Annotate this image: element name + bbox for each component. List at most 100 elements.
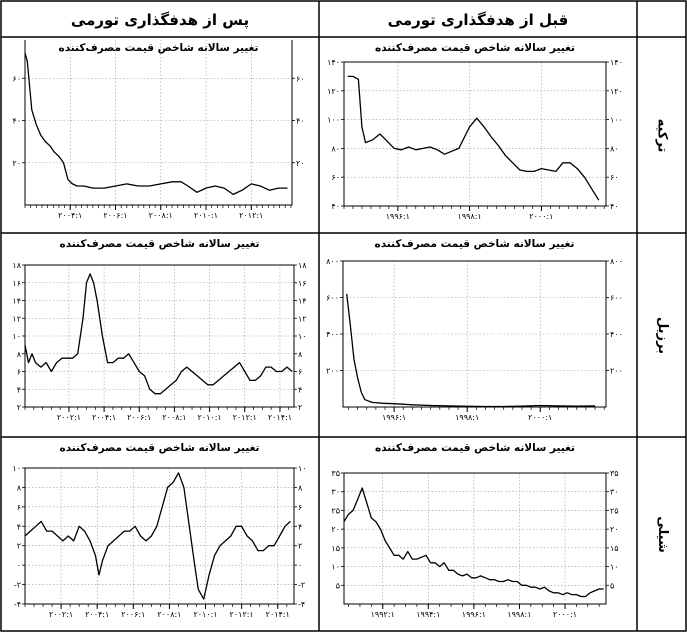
header-before-targeting: قبل از هدفگذاری تورمی <box>387 11 569 29</box>
y-tick-label-left: ۱۵ <box>331 544 340 553</box>
y-tick-label-right: ۸۰ <box>610 144 619 153</box>
y-tick-label-left: ۲۰ <box>331 525 340 534</box>
y-tick-label-left: ۳۵ <box>331 469 340 478</box>
y-tick-label-left: ۶۰ <box>331 173 340 182</box>
y-tick-label-left: ۳۰ <box>331 488 340 497</box>
row-label-turkey: ترکیه <box>639 38 685 233</box>
y-tick-label-right: ۲ <box>298 542 302 551</box>
y-tick-label-right: ۴۰ <box>296 117 305 126</box>
row-label-text: ترکیه <box>654 118 670 153</box>
x-tick-label: ۲۰۰۸:۱ <box>157 610 181 619</box>
y-tick-label-left: ۸۰۰ <box>326 257 339 266</box>
x-tick-label: ۲۰۰۲:۱ <box>57 413 81 422</box>
y-tick-label-right: ۱۰ <box>298 464 307 473</box>
y-tick-label-right: -۴ <box>298 600 305 609</box>
y-tick-label-left: ۱۲ <box>12 314 21 323</box>
y-tick-label-right: ۱۲ <box>298 314 307 323</box>
y-tick-label-right: ۲ <box>298 403 302 412</box>
y-tick-label-right: ۶۰۰ <box>610 294 623 303</box>
chart-chile-after: تغییر سالانه شاخص قیمت مصرف‌کننده -۴ -۴ -۲ -… <box>4 440 316 630</box>
y-tick-label-left: ۶ <box>17 368 21 377</box>
y-tick-label-left: ۲۰۰ <box>326 367 339 376</box>
x-tick-label: ۲۰۰۲:۱ <box>49 610 73 619</box>
series-line <box>346 293 596 408</box>
x-tick-label: ۱۹۹۲:۱ <box>371 610 395 619</box>
x-tick-label: ۲۰۱۰:۱ <box>193 610 217 619</box>
y-tick-label-left: ۲۰ <box>12 159 21 168</box>
y-tick-label-left: ۶ <box>17 503 21 512</box>
y-tick-label-left: ۶۰۰ <box>326 294 339 303</box>
y-tick-label-right: ۵ <box>610 581 614 590</box>
plot-frame <box>343 472 607 605</box>
y-tick-label-right: ۴۰ <box>610 202 619 211</box>
y-tick-label-left: -۲ <box>14 581 21 590</box>
y-tick-label-right: ۱۸ <box>298 261 307 270</box>
y-tick-label-left: ۱۸ <box>12 261 21 270</box>
chart-title: تغییر سالانه شاخص قیمت مصرف‌کننده <box>60 442 260 454</box>
x-tick-label: ۱۹۹۶:۱ <box>386 212 410 221</box>
y-tick-label-right: ۱۲۰ <box>610 87 623 96</box>
x-tick-label: ۲۰۱۰:۱ <box>194 211 218 220</box>
y-tick-label-right: ۱۰۰ <box>610 116 623 125</box>
y-tick-label-left: ۴ <box>17 522 21 531</box>
chart-svg: تغییر سالانه شاخص قیمت مصرف‌کننده ۲۰ ۲۰ ۴۰ ۴… <box>12 40 305 220</box>
y-tick-label-left: ۲۵ <box>331 506 340 515</box>
y-tick-label-left: ۱۰ <box>331 563 340 572</box>
x-tick-label: ۲۰۰۴:۱ <box>85 610 109 619</box>
y-tick-label-left: ۸ <box>17 483 22 492</box>
series-line <box>347 75 600 201</box>
y-tick-label-left: ۱۰ <box>12 332 21 341</box>
y-tick-label-right: ۳۵ <box>610 469 619 478</box>
chart-brazil-before: تغییر سالانه شاخص قیمت مصرف‌کننده ۲۰۰ ۲۰۰ ۴… <box>322 236 635 436</box>
x-tick-label: ۱۹۹۴:۱ <box>416 610 440 619</box>
y-tick-label-right: ۲۰ <box>610 525 619 534</box>
y-tick-label-right: ۲۰ <box>296 159 305 168</box>
y-tick-label-right: ۱۵ <box>610 544 619 553</box>
y-tick-label-right: ۶ <box>298 503 302 512</box>
y-tick-label-right: ۴ <box>298 522 302 531</box>
x-tick-label: ۲۰۱۲:۱ <box>239 211 263 220</box>
x-tick-label: ۲۰۰۰:۱ <box>529 212 553 221</box>
y-tick-label-right: ۶۰ <box>610 173 619 182</box>
chart-title: تغییر سالانه شاخص قیمت مصرف‌کننده <box>375 42 575 54</box>
x-tick-label: ۲۰۰۶:۱ <box>121 610 145 619</box>
y-tick-label-right: ۸۰۰ <box>610 257 623 266</box>
chart-svg: تغییر سالانه شاخص قیمت مصرف‌کننده -۴ -۴ -۲ -… <box>12 442 307 619</box>
y-tick-label-left: ۱۰ <box>12 464 21 473</box>
series-line <box>24 52 288 196</box>
y-tick-label-left: ۱۲۰ <box>327 87 340 96</box>
y-tick-label-right: ۴ <box>298 385 302 394</box>
x-tick-label: ۱۹۹۸:۱ <box>458 212 482 221</box>
x-tick-label: ۲۰۱۲:۱ <box>230 610 254 619</box>
chart-title: تغییر سالانه شاخص قیمت مصرف‌کننده <box>375 238 575 250</box>
y-tick-label-right: ۱۰ <box>298 332 307 341</box>
x-tick-label: ۲۰۰۴:۱ <box>92 413 116 422</box>
y-tick-label-left: ۸۰ <box>331 144 340 153</box>
y-tick-label-right: ۱۴۰ <box>610 58 623 67</box>
y-tick-label-left: ۲ <box>17 542 21 551</box>
chart-chile-before: تغییر سالانه شاخص قیمت مصرف‌کننده ۵ ۵ ۱۰ ۱۰ ۱… <box>322 440 635 630</box>
x-tick-label: ۲۰۰۰:۱ <box>553 610 577 619</box>
row-label-text: برزیل <box>654 317 670 354</box>
y-tick-label-right: ۲۵ <box>610 506 619 515</box>
x-tick-label: ۲۰۰۴:۱ <box>58 211 82 220</box>
y-tick-label-left: ۰ <box>17 561 21 570</box>
chart-title: تغییر سالانه شاخص قیمت مصرف‌کننده <box>60 238 260 250</box>
chart-title: تغییر سالانه شاخص قیمت مصرف‌کننده <box>59 42 259 54</box>
plot-frame <box>24 467 295 605</box>
row-label-brazil: برزیل <box>639 234 685 437</box>
y-tick-label-left: -۴ <box>14 600 21 609</box>
x-tick-label: ۲۰۰۸:۱ <box>162 413 186 422</box>
y-tick-label-right: ۱۶ <box>298 279 307 288</box>
x-tick-label: ۱۹۹۶:۱ <box>382 413 406 422</box>
y-tick-label-left: ۸۰ <box>12 40 21 41</box>
y-tick-label-left: ۱۴ <box>12 297 21 306</box>
y-tick-label-right: ۸ <box>298 483 303 492</box>
x-tick-label: ۲۰۰۶:۱ <box>127 413 151 422</box>
x-tick-label: ۲۰۰۰:۱ <box>528 413 552 422</box>
chart-brazil-after: تغییر سالانه شاخص قیمت مصرف‌کننده ۲ ۲ ۴ ۴ ۶ ۶ ۸… <box>4 236 316 436</box>
chart-svg: تغییر سالانه شاخص قیمت مصرف‌کننده ۵ ۵ ۱۰ ۱۰ ۱… <box>331 442 619 619</box>
chart-turkey-before: تغییر سالانه شاخص قیمت مصرف‌کننده ۴۰ ۴۰ ۶۰ ۶… <box>322 40 635 232</box>
y-tick-label-right: ۰ <box>298 561 302 570</box>
y-tick-label-right: -۲ <box>298 581 305 590</box>
